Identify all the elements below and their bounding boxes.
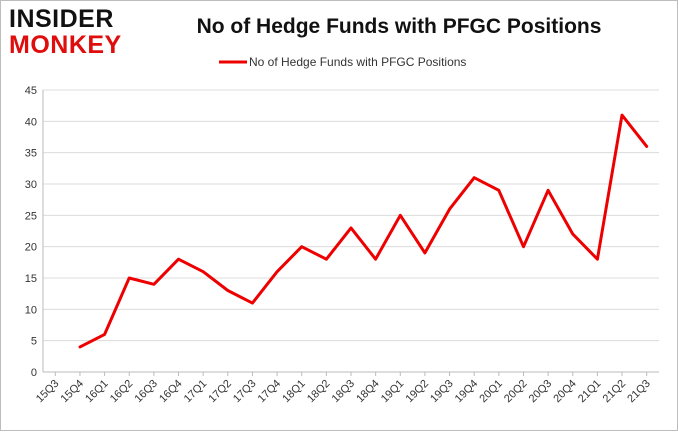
logo-line-1: INSIDER <box>9 5 114 33</box>
y-tick-label: 15 <box>25 273 37 285</box>
x-tick-label: 17Q2 <box>206 378 234 406</box>
x-tick-label: 20Q2 <box>502 378 530 406</box>
x-tick-label: 20Q4 <box>551 378 579 406</box>
x-tick-label: 16Q4 <box>157 378 185 406</box>
x-tick-label: 15Q3 <box>34 378 62 406</box>
series-line-0 <box>78 113 649 349</box>
logo-line-2: MONKEY <box>9 31 122 59</box>
x-tick-label: 16Q2 <box>108 378 136 406</box>
x-tick-label: 17Q4 <box>256 378 284 406</box>
x-tick-label: 19Q1 <box>379 378 407 406</box>
y-tick-label: 10 <box>25 304 37 316</box>
x-tick-label: 18Q4 <box>354 378 382 406</box>
x-tick-label: 15Q4 <box>59 378 87 406</box>
x-tick-label: 17Q1 <box>182 378 210 406</box>
y-tick-label: 45 <box>25 85 37 97</box>
x-tick-label: 21Q2 <box>601 378 629 406</box>
x-tick-label: 18Q2 <box>305 378 333 406</box>
x-tick-label: 18Q1 <box>280 378 308 406</box>
x-tick-label: 20Q1 <box>477 378 505 406</box>
y-tick-label: 5 <box>31 336 37 348</box>
x-tick-label: 19Q2 <box>404 378 432 406</box>
x-tick-label: 18Q3 <box>330 378 358 406</box>
y-tick-label: 0 <box>31 367 37 379</box>
y-tick-label: 40 <box>25 116 37 128</box>
y-tick-label: 35 <box>25 148 37 160</box>
x-tick-label: 19Q3 <box>428 378 456 406</box>
chart-title: No of Hedge Funds with PFGC Positions <box>196 15 602 38</box>
x-tick-label: 20Q3 <box>527 378 555 406</box>
y-tick-label: 30 <box>25 179 37 191</box>
x-tick-label: 21Q1 <box>576 378 604 406</box>
x-tick-label: 19Q4 <box>453 378 481 406</box>
y-tick-label: 20 <box>25 242 37 254</box>
x-tick-label: 21Q3 <box>625 378 653 406</box>
legend-label: No of Hedge Funds with PFGC Positions <box>249 55 466 69</box>
insider-monkey-logo: INSIDER MONKEY <box>9 7 129 58</box>
x-tick-label: 17Q3 <box>231 378 259 406</box>
x-tick-label: 16Q1 <box>83 378 111 406</box>
y-tick-label: 25 <box>25 210 37 222</box>
x-tick-label: 16Q3 <box>132 378 160 406</box>
